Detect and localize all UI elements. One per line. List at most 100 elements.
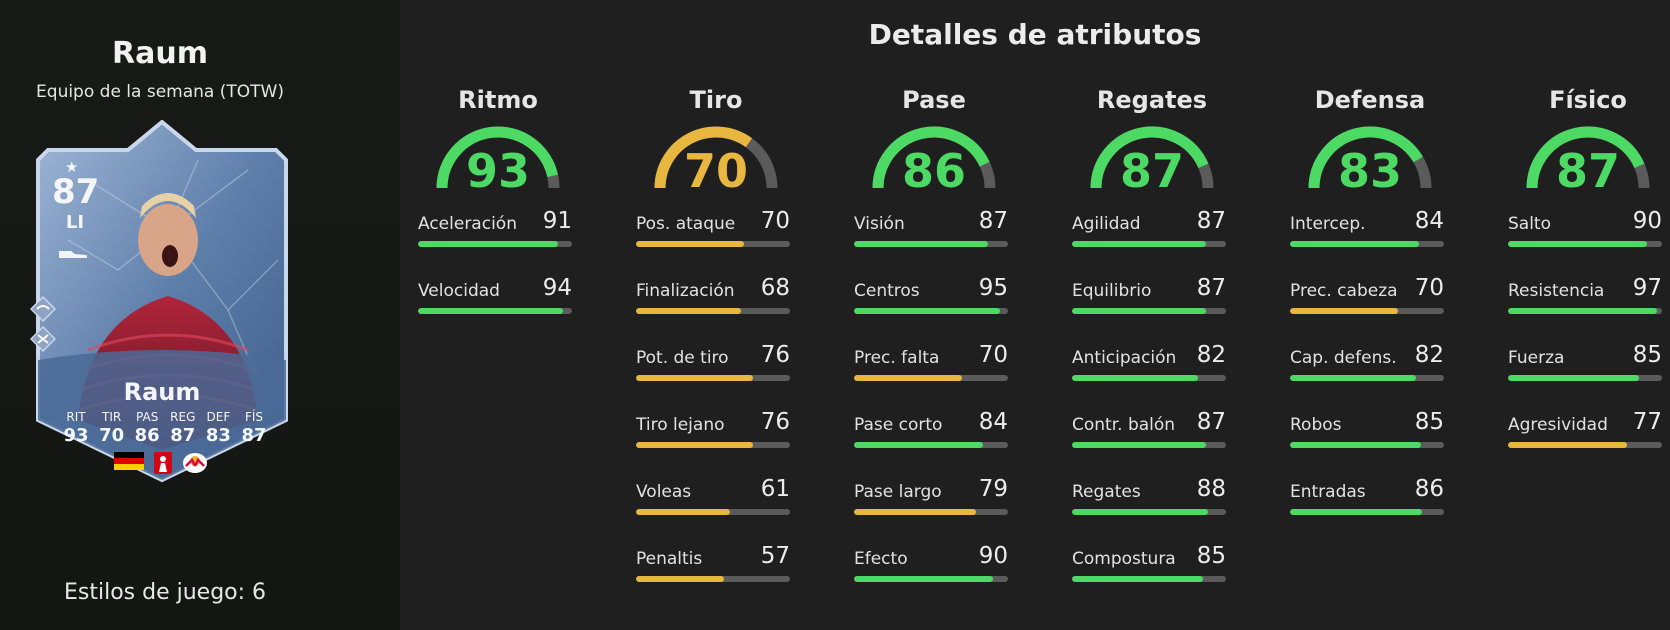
attribute-stat-fill [636,308,741,314]
attribute-stat: Salto 90 [1508,208,1668,275]
attribute-column-defensa: Defensa 83 Intercep. 84 Prec. cabeza 70 Cap. d… [1290,86,1450,543]
attribute-stat: Entradas 86 [1290,476,1450,543]
attribute-stat: Equilibrio 87 [1072,275,1232,342]
gauge-fill [654,126,753,189]
attribute-category-value: 86 [901,144,966,198]
attribute-stat-bar [1290,241,1444,247]
card-stat-label: TIR [101,410,122,424]
attribute-stat-bar [1290,308,1444,314]
attribute-stat-value: 70 [978,342,1008,368]
attribute-stat: Penaltis 57 [636,543,796,610]
attribute-stat: Intercep. 84 [1290,208,1450,275]
attribute-stat-fill [636,509,730,515]
attribute-stat-label: Compostura [1072,549,1176,569]
attribute-stat: Pase largo 79 [854,476,1014,543]
attribute-stat: Cap. defens. 82 [1290,342,1450,409]
attribute-stat-bar [854,375,1008,381]
attribute-stat-fill [1072,576,1203,582]
card-stat: TIR 70 [96,410,128,446]
attribute-stat-value: 94 [542,275,572,301]
bundesliga-badge-icon [154,452,172,474]
attribute-category-value: 93 [465,144,530,198]
attribute-stat-value: 90 [1632,208,1662,234]
attribute-stat-value: 57 [760,543,790,569]
attribute-stat-value: 87 [1196,409,1226,435]
attribute-stat-value: 88 [1196,476,1226,502]
attribute-stat-fill [418,308,563,314]
attribute-stat-value: 85 [1414,409,1444,435]
attribute-stat: Voleas 61 [636,476,796,543]
gauge-fill [872,126,990,189]
attribute-stat: Aceleración 91 [418,208,578,275]
attribute-stat-label: Velocidad [418,281,500,301]
attribute-stat-value: 91 [542,208,572,234]
gauge-fill [1090,126,1209,189]
attribute-stat-bar [1508,375,1662,381]
attribute-stat-bar [418,308,572,314]
card-stat-value: 70 [99,425,125,446]
attribute-stat-fill [1508,442,1627,448]
attribute-stat-fill [1290,308,1398,314]
attribute-column-regates: Regates 87 Agilidad 87 Equilibrio 87 Anticipac… [1072,86,1232,610]
attribute-stat-bar [1508,442,1662,448]
attribute-category-title: Tiro [689,86,743,114]
attribute-stat-label: Penaltis [636,549,703,569]
attribute-stat-label: Agresividad [1508,415,1608,435]
attribute-stat-value: 87 [978,208,1008,234]
attribute-stat-value: 84 [978,409,1008,435]
card-star-icon: ★ [65,158,79,176]
attribute-stat-fill [1072,308,1206,314]
gauge-fill [1308,126,1423,189]
card-badges [114,452,208,474]
attribute-category-value: 87 [1119,144,1184,198]
attribute-category-value: 70 [683,144,748,198]
attribute-stat-fill [854,375,962,381]
attribute-stat-value: 82 [1196,342,1226,368]
attribute-stat-label: Anticipación [1072,348,1177,368]
attribute-stat-bar [1508,241,1662,247]
attribute-category-title: Ritmo [458,86,538,114]
boot-icon [59,251,87,258]
card-stat: FÍS 87 [238,410,270,446]
attribute-stat-value: 87 [1196,275,1226,301]
attribute-stat-label: Regates [1072,482,1141,502]
attribute-stat: Visión 87 [854,208,1014,275]
player-card[interactable] [28,120,296,498]
attribute-stat-label: Finalización [636,281,735,301]
attribute-stat: Regates 88 [1072,476,1232,543]
attribute-stat-value: 87 [1196,208,1226,234]
rb-leipzig-badge-icon [183,453,207,473]
attribute-stat-bar [1072,375,1226,381]
attribute-stat-bar [418,241,572,247]
playstyle-icon[interactable] [30,296,56,322]
attribute-stat: Robos 85 [1290,409,1450,476]
playstyle-icon[interactable] [30,326,56,352]
attribute-stat-bar [636,509,790,515]
attribute-stat-value: 77 [1632,409,1662,435]
attribute-stat-value: 76 [760,409,790,435]
attribute-stat-fill [636,576,724,582]
card-stat-value: 87 [170,425,196,446]
attribute-stat: Pos. ataque 70 [636,208,796,275]
attribute-stat-bar [854,241,1008,247]
attribute-category-title: Físico [1549,86,1627,114]
attribute-stat-fill [636,442,754,448]
card-stat-label: DEF [206,410,231,424]
attribute-stat-label: Pot. de tiro [636,348,729,368]
attribute-stat-bar [636,375,790,381]
attribute-stat: Pase corto 84 [854,409,1014,476]
attribute-stat-fill [1508,375,1639,381]
attribute-stat-value: 85 [1196,543,1226,569]
card-player-name: Raum [123,378,201,406]
attribute-stat-value: 79 [978,476,1008,502]
card-stat-value: 86 [134,425,160,446]
card-stat-value: 93 [63,425,89,446]
attribute-stat-bar [1072,308,1226,314]
attributes-title: Detalles de atributos [868,18,1202,51]
card-stat-label: FÍS [244,410,263,424]
attribute-stat-fill [1290,375,1417,381]
attribute-stat-bar [1072,442,1226,448]
card-stat: RIT 93 [60,410,92,446]
attribute-stat-bar [854,442,1008,448]
attribute-stat: Velocidad 94 [418,275,578,342]
